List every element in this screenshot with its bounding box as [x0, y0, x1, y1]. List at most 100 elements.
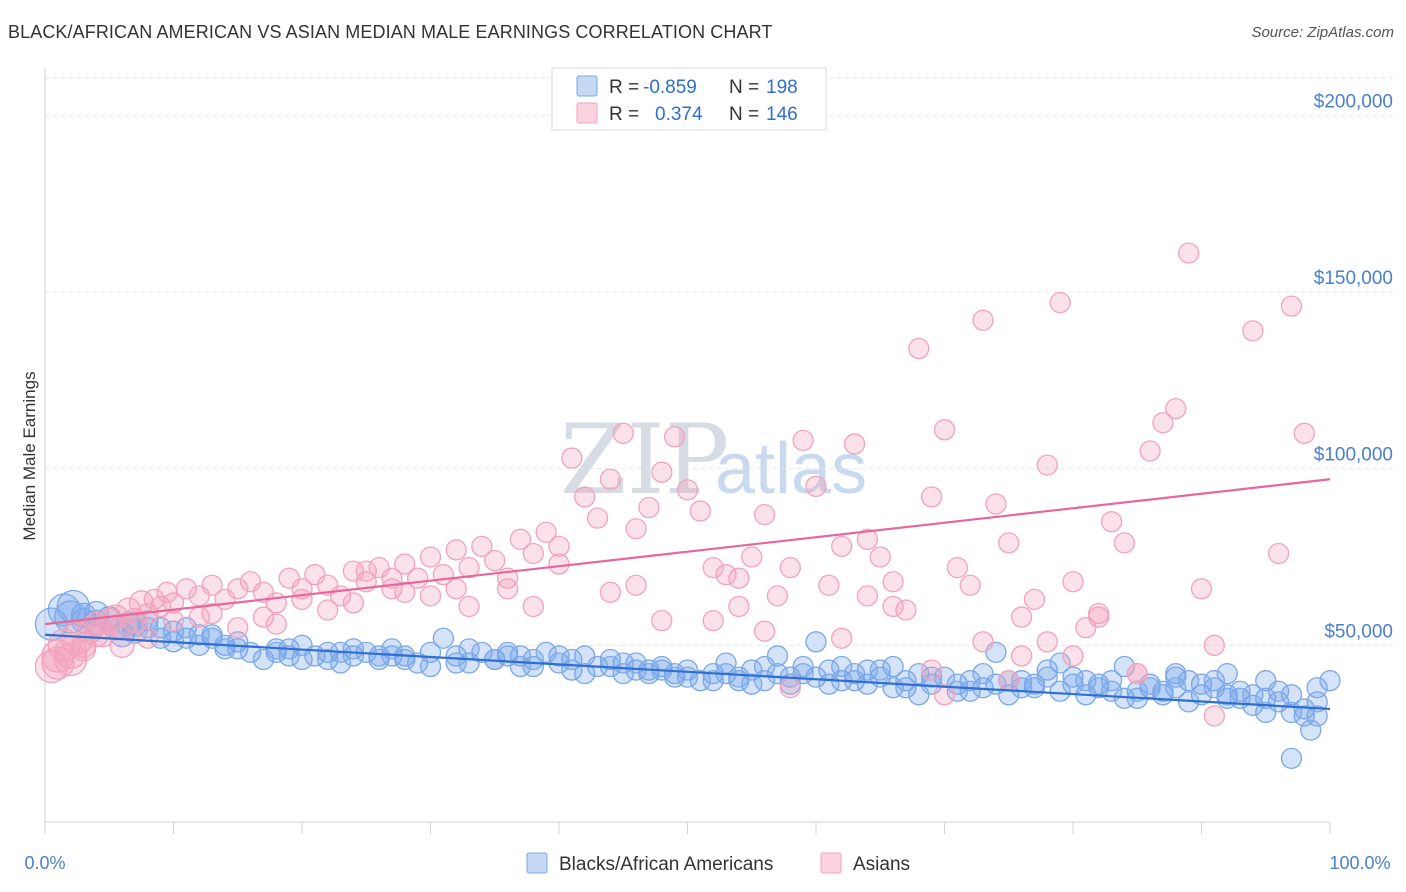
point-asians	[1088, 606, 1110, 628]
point-asians	[908, 337, 930, 360]
legend-r-label-asians: R =	[609, 104, 639, 125]
point-asians	[1049, 291, 1071, 314]
point-blacks	[317, 648, 339, 671]
point-asians	[188, 606, 210, 628]
point-blacks	[188, 624, 210, 646]
legend-r-value-blacks: -0.859	[643, 77, 697, 98]
point-asians	[766, 585, 789, 607]
point-asians	[1036, 454, 1058, 476]
point-asians	[227, 578, 249, 600]
point-blacks	[1036, 666, 1058, 688]
point-blacks	[1190, 673, 1213, 695]
legend-r-label-blacks: R =	[609, 77, 639, 98]
point-asians	[728, 567, 750, 589]
point-asians	[921, 659, 943, 681]
chart-title: BLACK/AFRICAN AMERICAN VS ASIAN MEDIAN M…	[8, 22, 773, 42]
point-blacks	[959, 680, 981, 702]
point-blacks	[1216, 662, 1238, 685]
point-blacks	[895, 677, 917, 699]
legend-bottom-swatch-blacks	[526, 852, 548, 874]
point-asians	[921, 486, 943, 508]
point-asians	[1293, 422, 1315, 444]
point-asians	[933, 419, 956, 441]
point-asians	[753, 620, 776, 642]
point-blacks	[831, 655, 853, 678]
point-asians	[419, 546, 442, 568]
legend-n-value-asians: 146	[766, 104, 798, 125]
point-asians	[625, 574, 647, 596]
point-blacks	[368, 645, 390, 667]
point-asians	[175, 578, 198, 600]
point-blacks	[1126, 680, 1148, 702]
point-asians	[856, 585, 879, 607]
point-asians	[291, 588, 313, 611]
point-asians	[342, 592, 365, 614]
point-asians	[1267, 542, 1290, 565]
legend-n-value-blacks: 198	[766, 77, 798, 98]
point-blacks	[1242, 684, 1264, 706]
point-asians	[109, 632, 135, 658]
point-asians	[831, 627, 853, 649]
legend-bottom-swatch-asians	[820, 852, 842, 874]
point-asians	[34, 649, 69, 684]
point-blacks	[805, 666, 827, 688]
y-axis-tick-labels: $50,000 $100,000 $150,000 $200,000	[1314, 91, 1393, 642]
point-blacks	[702, 670, 724, 692]
point-blacks	[1049, 680, 1071, 702]
point-asians	[1203, 634, 1225, 656]
point-asians	[689, 500, 711, 522]
point-asians	[1165, 397, 1187, 420]
point-asians	[599, 468, 622, 490]
point-asians	[882, 595, 904, 618]
point-asians	[625, 518, 647, 540]
point-asians	[1113, 532, 1136, 554]
point-asians	[1036, 631, 1058, 653]
point-blacks	[471, 641, 493, 664]
y-axis-label: Median Male Earnings	[20, 371, 39, 540]
point-asians	[458, 556, 480, 579]
y-tick-label: $50,000	[1324, 621, 1393, 642]
point-blacks	[445, 652, 467, 674]
point-asians	[227, 617, 249, 639]
point-asians	[522, 542, 544, 565]
point-blacks	[1203, 670, 1225, 692]
point-asians	[265, 613, 287, 635]
point-asians	[805, 475, 827, 497]
point-asians	[548, 535, 570, 558]
point-blacks	[1023, 673, 1046, 695]
point-asians	[702, 609, 724, 632]
point-blacks	[1113, 655, 1136, 678]
point-asians	[394, 553, 416, 575]
point-asians	[895, 599, 917, 621]
point-asians	[41, 646, 75, 680]
point-asians	[728, 595, 750, 618]
point-asians	[419, 585, 442, 607]
x-axis-ticks	[44, 822, 1331, 834]
point-asians	[317, 599, 339, 621]
point-asians	[664, 426, 686, 448]
point-blacks	[342, 645, 365, 667]
point-blacks	[1306, 677, 1328, 699]
point-asians	[959, 574, 981, 596]
point-asians	[394, 581, 416, 603]
point-asians	[1139, 440, 1161, 462]
point-asians	[985, 493, 1007, 515]
point-asians	[252, 606, 275, 628]
point-blacks	[227, 638, 249, 660]
correlation-legend: R = -0.859 N = 198 R = 0.374 N = 146	[551, 67, 827, 131]
point-asians	[933, 684, 956, 706]
point-asians	[458, 595, 480, 618]
point-asians	[638, 496, 660, 519]
point-blacks	[1216, 684, 1238, 706]
point-asians	[54, 642, 88, 677]
point-asians	[1062, 645, 1084, 667]
point-asians	[201, 574, 223, 596]
point-asians	[946, 556, 968, 579]
point-asians	[1062, 571, 1084, 593]
point-blacks	[818, 673, 840, 695]
trend-line-asians	[44, 478, 1331, 626]
point-asians	[548, 553, 570, 575]
point-asians	[998, 532, 1020, 554]
point-asians	[792, 429, 814, 452]
